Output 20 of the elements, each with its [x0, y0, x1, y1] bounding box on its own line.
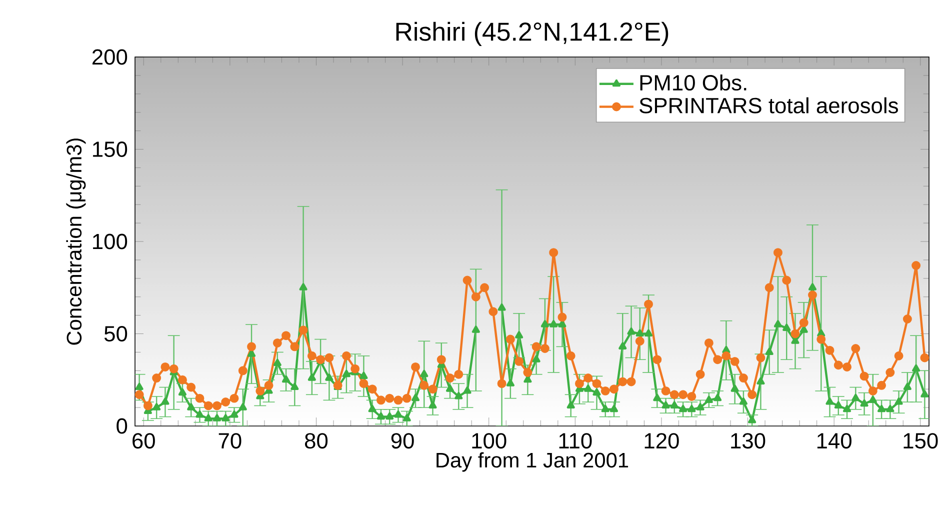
x-tick-label: 80	[304, 433, 328, 449]
x-tick-label: 90	[391, 433, 414, 449]
x-tick-label: 150	[904, 433, 938, 449]
x-axis-title: Day from 1 Jan 2001	[436, 452, 628, 472]
x-tick-label: 100	[472, 433, 506, 449]
x-tick-label: 130	[731, 433, 766, 449]
y-tick-label: 0	[116, 418, 128, 434]
x-tick-label: 110	[559, 433, 592, 449]
x-tick-label: 60	[132, 433, 155, 449]
x-tick-label: 120	[644, 433, 679, 449]
x-tick-label: 70	[218, 433, 242, 449]
y-tick-label: 200	[92, 49, 128, 65]
y-axis-title: Concentration (μg/m3)	[66, 138, 86, 345]
y-tick-label: 150	[93, 142, 128, 158]
x-tick-label: 140	[817, 433, 852, 449]
y-tick-label: 100	[93, 234, 128, 250]
chart-title: Rishiri (45.2°N,141.2°E)	[396, 22, 668, 46]
legend-label: PM10 Obs.	[640, 74, 746, 91]
y-tick-label: 50	[104, 326, 128, 342]
legend-label: SPRINTARS total aerosols	[640, 97, 898, 114]
